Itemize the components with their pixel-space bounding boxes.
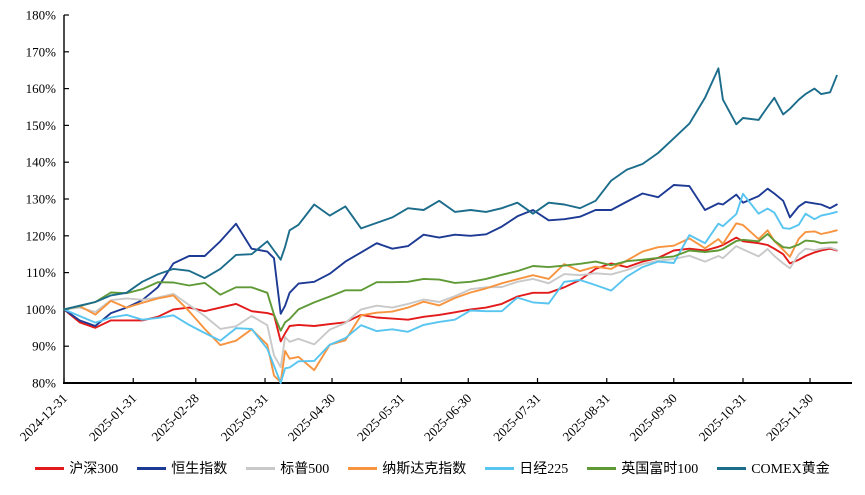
legend-label-hang-seng: 恒生指数 [171, 462, 228, 477]
y-tick-label: 100% [26, 302, 57, 317]
legend-line-icon [348, 466, 378, 470]
series-line-csi300 [63, 236, 838, 343]
x-axis-ticks-labels: 2024-12-31 2025-01-31 2025-02-28 2025-03-31… [17, 378, 816, 445]
legend-item-hang-seng: 恒生指数 [137, 458, 227, 478]
x-tick-label: 2024-12-31 [17, 391, 71, 445]
legend-item-sp500: 标普500 [246, 458, 329, 478]
x-tick-label: 2025-02-28 [148, 391, 202, 445]
y-tick-label: 140% [26, 155, 57, 170]
legend-label-csi300: 沪深300 [69, 462, 119, 477]
x-tick-label: 2025-09-30 [626, 391, 680, 445]
legend-label-nasdaq: 纳斯达克指数 [382, 462, 467, 477]
x-tick-label: 2025-10-31 [696, 391, 750, 445]
x-tick-label: 2025-04-30 [285, 391, 339, 445]
legend-line-icon [717, 466, 747, 470]
y-tick-label: 80% [32, 376, 56, 391]
x-tick-label: 2025-03-31 [218, 391, 272, 445]
legend-line-icon [485, 466, 515, 470]
legend-label-nikkei225: 日经225 [519, 462, 569, 477]
legend-label-ftse100: 英国富时100 [621, 462, 699, 477]
legend-item-nasdaq: 纳斯达克指数 [348, 458, 466, 478]
x-tick-label: 2025-11-30 [763, 391, 816, 444]
legend-item-ftse100: 英国富时100 [587, 458, 698, 478]
legend-item-csi300: 沪深300 [35, 458, 118, 478]
x-tick-label: 2025-06-30 [421, 391, 475, 445]
legend-label-sp500: 标普500 [280, 462, 330, 477]
series-line-nasdaq [63, 222, 838, 384]
legend-item-nikkei225: 日经225 [485, 458, 568, 478]
legend-line-icon [587, 466, 617, 470]
y-tick-label: 180% [26, 8, 57, 23]
x-tick-label: 2025-08-31 [559, 391, 613, 445]
y-tick-label: 120% [26, 228, 57, 243]
legend-line-icon [137, 466, 167, 470]
chart-legend: 沪深300 恒生指数 标普500 纳斯达克指数 日经225 英国富时100 COMEX黄金 [0, 458, 865, 478]
x-tick-label: 2025-05-31 [354, 391, 408, 445]
y-tick-label: 170% [26, 44, 57, 59]
y-tick-label: 90% [32, 339, 56, 354]
series-line-comex-gold [63, 67, 838, 311]
series-line-hang-seng [63, 184, 838, 327]
series-line-ftse100 [63, 233, 838, 332]
y-tick-label: 130% [26, 192, 57, 207]
legend-item-comex-gold: COMEX黄金 [717, 458, 830, 478]
y-tick-label: 110% [26, 265, 56, 280]
y-tick-label: 160% [26, 81, 57, 96]
x-tick-label: 2025-07-31 [490, 391, 544, 445]
series-line-nikkei225 [63, 192, 838, 384]
y-tick-label: 150% [26, 118, 57, 133]
legend-line-icon [246, 466, 276, 470]
legend-line-icon [35, 466, 65, 470]
x-tick-label: 2025-01-31 [86, 391, 140, 445]
series-line-sp500 [63, 245, 838, 369]
y-axis-ticks-labels: 80% 90% 100% 110% 120% 130% 140% 150% 160% 170% 18… [26, 8, 69, 391]
legend-label-comex-gold: COMEX黄金 [751, 462, 830, 477]
